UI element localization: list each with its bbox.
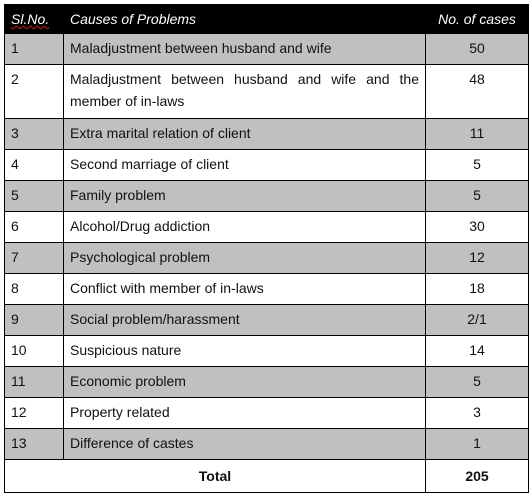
cause-cell: Alcohol/Drug addiction [63,211,426,243]
cause-cell: Difference of castes [63,428,426,460]
cause-cell: Economic problem [63,366,426,398]
total-value: 205 [425,459,529,493]
table-row: 5 Family problem 5 [4,180,529,212]
header-cases: No. of cases [425,4,529,34]
cause-cell: Maladjustment between husband and wife [63,33,426,65]
sl-cell: 3 [4,118,64,150]
cause-cell: Property related [63,397,426,429]
cause-cell: Social problem/harassment [63,304,426,336]
cases-cell: 5 [425,366,529,398]
cases-cell: 14 [425,335,529,367]
cases-cell: 1 [425,428,529,460]
cases-cell: 3 [425,397,529,429]
cases-cell: 5 [425,149,529,181]
sl-cell: 10 [4,335,64,367]
sl-cell: 5 [4,180,64,212]
cases-cell: 11 [425,118,529,150]
table-row: 4 Second marriage of client 5 [4,149,529,181]
sl-cell: 7 [4,242,64,274]
table-row: 2 Maladjustment between husband and wife… [4,64,529,119]
cases-cell: 30 [425,211,529,243]
total-row: Total 205 [4,459,529,493]
header-cause: Causes of Problems [63,4,426,34]
sl-cell: 6 [4,211,64,243]
sl-cell: 8 [4,273,64,305]
cause-cell: Conflict with member of in-laws [63,273,426,305]
cases-cell: 18 [425,273,529,305]
cases-cell: 48 [425,64,529,119]
header-sl-no: Sl.No. [4,4,64,34]
cases-cell: 12 [425,242,529,274]
table-row: 9 Social problem/harassment 2/1 [4,304,529,336]
header-sl-no-label: Sl.No. [11,11,50,27]
table-row: 1 Maladjustment between husband and wife… [4,33,529,65]
sl-cell: 1 [4,33,64,65]
sl-cell: 9 [4,304,64,336]
causes-table: Sl.No. Causes of Problems No. of cases 1… [4,4,529,493]
sl-cell: 2 [4,64,64,119]
table-row: 6 Alcohol/Drug addiction 30 [4,211,529,243]
cause-cell: Maladjustment between husband and wife a… [63,64,426,119]
cause-cell: Psychological problem [63,242,426,274]
sl-cell: 13 [4,428,64,460]
table-row: 8 Conflict with member of in-laws 18 [4,273,529,305]
table-row: 11 Economic problem 5 [4,366,529,398]
cause-cell: Suspicious nature [63,335,426,367]
sl-cell: 12 [4,397,64,429]
table-row: 3 Extra marital relation of client 11 [4,118,529,150]
table-row: 10 Suspicious nature 14 [4,335,529,367]
table-row: 12 Property related 3 [4,397,529,429]
cases-cell: 50 [425,33,529,65]
cases-cell: 5 [425,180,529,212]
total-label: Total [4,459,426,493]
table-row: 13 Difference of castes 1 [4,428,529,460]
cause-cell: Extra marital relation of client [63,118,426,150]
cases-cell: 2/1 [425,304,529,336]
cause-cell: Family problem [63,180,426,212]
header-row: Sl.No. Causes of Problems No. of cases [4,4,529,34]
table-row: 7 Psychological problem 12 [4,242,529,274]
sl-cell: 11 [4,366,64,398]
cause-cell: Second marriage of client [63,149,426,181]
sl-cell: 4 [4,149,64,181]
